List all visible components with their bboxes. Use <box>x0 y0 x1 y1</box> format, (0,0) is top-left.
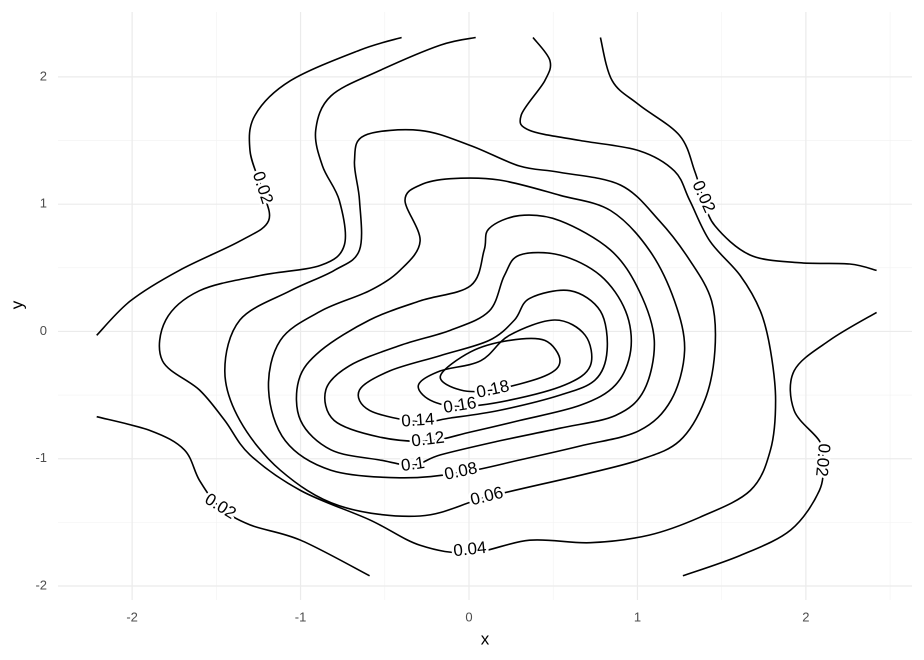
x-tick-label: 1 <box>634 609 641 624</box>
contour-line <box>223 128 717 518</box>
contour-line <box>96 36 402 336</box>
contour-line <box>682 311 878 577</box>
contour-line <box>158 36 777 554</box>
contour-label: 0.02 <box>812 443 834 478</box>
contour-line <box>599 37 877 272</box>
contour-line <box>295 214 656 467</box>
contour-label: 0.1 <box>400 453 426 475</box>
contour-line <box>267 177 686 479</box>
tick-labels: -2 -1 0 1 2 -2 -1 0 1 2 <box>35 68 809 624</box>
contour-line <box>96 415 370 577</box>
contour-label: 0.14 <box>401 409 435 430</box>
y-tick-label: -1 <box>35 450 47 465</box>
y-tick-label: 1 <box>40 196 47 211</box>
grid <box>58 12 912 600</box>
contour-line <box>357 289 609 423</box>
y-tick-label: 2 <box>40 68 47 83</box>
x-tick-label: 0 <box>465 609 472 624</box>
contour-line <box>439 337 561 393</box>
contour-lines <box>96 36 878 577</box>
contour-label: 0.04 <box>452 538 487 560</box>
contour-line <box>417 319 593 408</box>
x-tick-label: -2 <box>126 609 138 624</box>
y-axis-title: y <box>7 300 26 309</box>
contour-label: 0.12 <box>410 428 445 451</box>
contour-line <box>324 251 633 442</box>
y-tick-label: -2 <box>35 577 47 592</box>
x-axis-title: x <box>481 629 490 648</box>
x-tick-label: -1 <box>295 609 307 624</box>
y-tick-label: 0 <box>40 323 47 338</box>
x-tick-label: 2 <box>802 609 809 624</box>
